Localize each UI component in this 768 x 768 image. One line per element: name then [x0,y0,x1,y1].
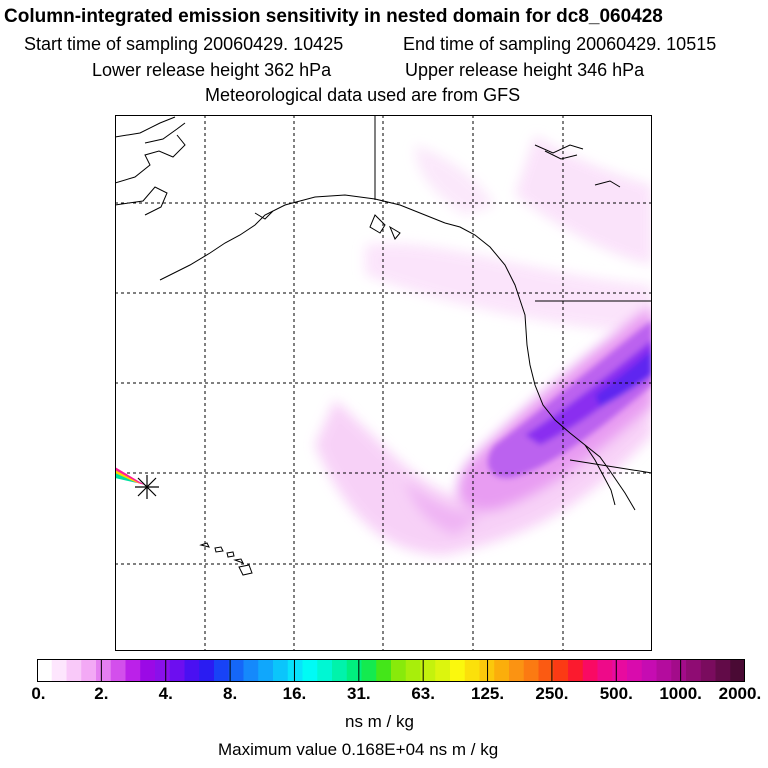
colorbar-swatch [361,659,377,682]
graticule [115,115,652,651]
colorbar-swatch [420,659,436,682]
colorbar-swatch [302,659,318,682]
colorbar-swatch [37,659,53,682]
colorbar-swatch [450,659,466,682]
colorbar-swatch [582,659,599,682]
asterisk-release-icon [135,475,159,499]
colorbar-tick-label: 1000. [659,684,702,703]
colorbar-swatch [287,659,304,682]
colorbar-swatch [317,659,333,682]
colorbar-tick-label: 2000. [718,684,762,703]
hawaii-islands [199,542,253,576]
max-value-label: Maximum value 0.168E+04 ns m / kg [218,740,499,759]
colorbar-swatch [730,659,745,682]
colorbar-swatch [273,659,289,682]
colorbar-swatch [523,659,540,682]
colorbar-tick-label: 8. [222,684,238,703]
colorbar-tick-label: 0. [31,684,46,703]
colorbar-swatch [627,659,643,682]
colorbar-swatch [81,659,97,682]
colorbar-tick-label: 4. [158,684,173,703]
colorbar-swatch [509,659,525,682]
colorbar-swatch [258,659,274,682]
colorbar-swatch [641,659,658,682]
colorbar-frame [37,659,745,682]
colorbar-swatch [199,659,215,682]
colorbar-tick-label: 2. [94,684,109,703]
colorbar-swatch [66,659,82,682]
colorbar-swatch [184,659,200,682]
colorbar-swatch [169,659,186,682]
colorbar-swatch [96,659,112,682]
colorbar-tick-label: 500. [599,684,633,703]
map-title: Column-integrated emission sensitivity i… [4,6,663,27]
colorbar-swatch [346,659,363,682]
colorbar-swatch [656,659,672,682]
colorbar-ticks: 0. 2. 4. 8. 16. 31. 63. 125. 250. 500. 1000. 2000. [0,684,768,708]
colorbar-swatch [155,659,171,682]
colorbar-tick-label: 250. [535,684,569,703]
colorbar-swatch [597,659,613,682]
upper-release-label: Upper release height 346 hPa [405,60,645,80]
end-time-label: End time of sampling 20060429. 10515 [403,34,717,54]
colorbar-swatch [110,659,127,682]
borders [374,115,652,474]
colorbar-swatch [568,659,584,682]
colorbar-swatch [140,659,156,682]
units-label: ns m / kg [345,712,414,731]
lower-release-label: Lower release height 362 hPa [92,60,332,80]
release-point [115,467,159,499]
colorbar-swatch [228,659,245,682]
colorbar-swatch [464,659,481,682]
met-data-label: Meteorological data used are from GFS [205,85,521,105]
coastlines [115,116,636,511]
colorbar-swatch [214,659,230,682]
colorbar-tick-label: 125. [470,684,505,703]
colorbar-swatch [376,659,392,682]
sensitivity-map [115,115,652,651]
colorbar-swatch [332,659,348,682]
colorbar-swatch [612,659,628,682]
sensitivity-plume [315,135,652,555]
colorbar-swatch [700,659,717,682]
colorbar-tick-label: 63. [411,684,435,703]
colorbar-swatch [494,659,510,682]
colorbar-tick-label: 16. [282,684,307,703]
colorbar-swatch [243,659,259,682]
colorbar-swatch [435,659,451,682]
colorbar-tick-label: 31. [346,684,371,703]
colorbar-swatch [671,659,687,682]
colorbar-swatch [686,659,702,682]
colorbar-swatch [405,659,422,682]
colorbar-swatch [391,659,407,682]
colorbar-swatch [51,659,68,682]
colorbar-swatch [538,659,554,682]
colorbar-swatch [715,659,731,682]
colorbar-swatch [553,659,569,682]
colorbar-swatch [125,659,141,682]
start-time-label: Start time of sampling 20060429. 10425 [24,34,344,54]
map-frame [115,115,652,651]
colorbar [37,659,745,682]
